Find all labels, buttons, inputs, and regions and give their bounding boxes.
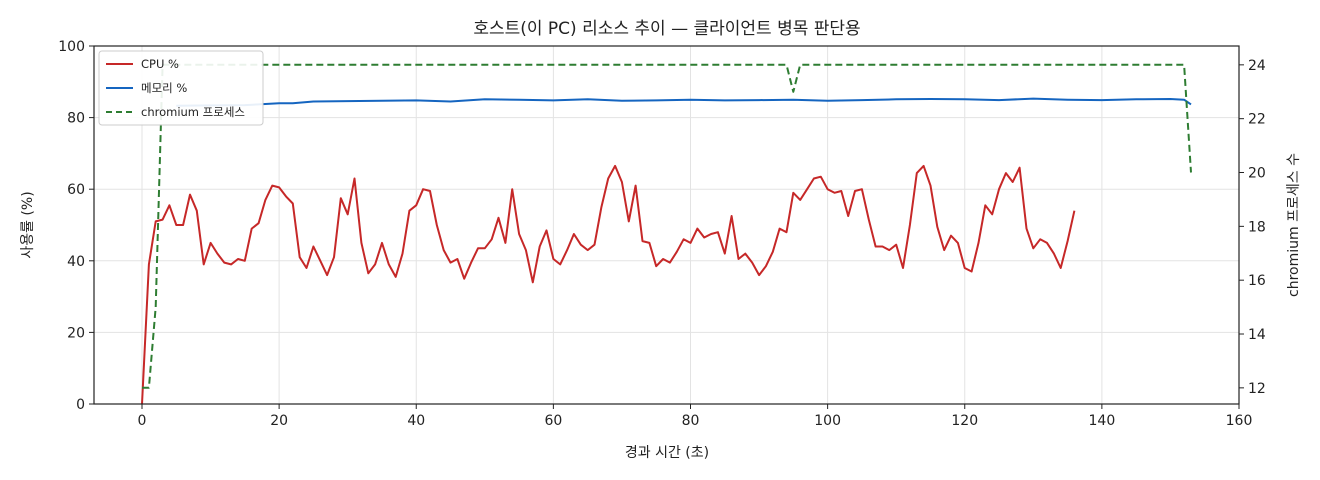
y-tick-label: 60	[67, 182, 85, 198]
plot-frame	[93, 45, 1240, 405]
y2-tick-label: 12	[1248, 381, 1266, 397]
y-tick-label: 80	[67, 111, 85, 127]
x-tick-label: 40	[407, 413, 425, 429]
x-tick-label: 60	[544, 413, 562, 429]
x-tick-label: 100	[814, 413, 841, 429]
chart-title: 호스트(이 PC) 리소스 추이 — 클라이언트 병목 판단용	[473, 19, 860, 39]
y2-tick-label: 16	[1248, 273, 1266, 289]
legend-box	[98, 50, 264, 126]
legend-label-memory: 메모리 %	[141, 81, 187, 95]
y-tick-label: 20	[67, 325, 85, 341]
y2-tick-label: 14	[1248, 327, 1266, 343]
series-cpu-line	[141, 164, 1076, 405]
series-layer	[141, 63, 1192, 405]
x-axis: 0 20 40 60 80 100 120 140 160	[138, 404, 1253, 429]
legend-label-chromium: chromium 프로세스	[141, 105, 245, 119]
legend-label-cpu: CPU %	[141, 57, 179, 71]
series-chromium-line	[142, 63, 1192, 389]
y2-axis-label: chromium 프로세스 수	[1286, 153, 1302, 297]
y-tick-label: 40	[67, 254, 85, 270]
x-tick-label: 0	[138, 413, 147, 429]
y2-tick-label: 22	[1248, 112, 1266, 128]
x-tick-label: 160	[1226, 413, 1253, 429]
series-memory-line	[176, 97, 1192, 107]
x-axis-label: 경과 시간 (초)	[625, 445, 709, 461]
legend: CPU % 메모리 % chromium 프로세스	[98, 50, 264, 126]
y-axis-label: 사용률 (%)	[20, 191, 36, 258]
x-tick-label: 80	[682, 413, 700, 429]
y2-tick-label: 24	[1248, 58, 1266, 74]
y2-tick-label: 18	[1248, 219, 1266, 235]
x-tick-label: 140	[1089, 413, 1116, 429]
x-tick-label: 20	[270, 413, 288, 429]
y2-tick-label: 20	[1248, 166, 1266, 182]
y-axis-left: 0 20 40 60 80 100	[58, 39, 94, 413]
y-tick-label: 100	[58, 39, 85, 55]
y-axis-right: 12 14 16 18 20 22 24	[1239, 58, 1266, 397]
x-tick-label: 120	[951, 413, 978, 429]
y-tick-label: 0	[76, 397, 85, 413]
